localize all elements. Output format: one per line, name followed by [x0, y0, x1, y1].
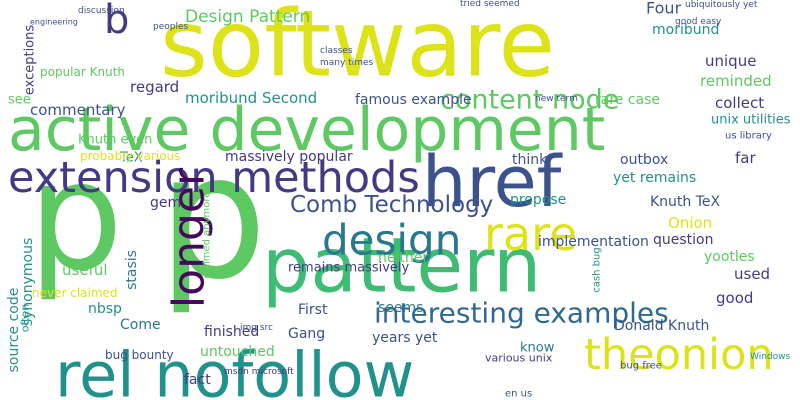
word: href [422, 141, 563, 223]
word: Come [120, 317, 161, 333]
word: never claimed [32, 286, 118, 300]
word: peoples [153, 22, 189, 32]
word: discussion [78, 6, 125, 16]
word: Design Pattern [185, 7, 310, 27]
word: p [28, 130, 123, 304]
word: Knuth even [78, 133, 152, 148]
word: see [8, 93, 31, 108]
word: exceptions [23, 25, 38, 96]
word: rare case [595, 92, 660, 108]
word: implementation [538, 234, 649, 250]
word: various unix [485, 352, 553, 365]
word: moribund [652, 22, 719, 38]
word: longer [164, 167, 215, 308]
word: source code [6, 288, 22, 373]
word: useful [62, 261, 108, 279]
word: good [716, 289, 753, 307]
word: propose [510, 192, 566, 208]
word: stasis [124, 250, 140, 290]
word: yootles [704, 249, 755, 265]
word: reminded [700, 72, 772, 90]
word: fact [184, 372, 211, 388]
word: Knuth TeX [650, 194, 721, 210]
word: question [653, 232, 713, 248]
word: famous example [355, 92, 472, 108]
word: active development [8, 95, 605, 165]
word: us library [725, 131, 772, 142]
word: Donald Knuth [614, 318, 709, 334]
word: collect [715, 94, 764, 112]
word: b [104, 0, 129, 43]
word: Comb Technology [290, 192, 493, 218]
word: outbox [620, 152, 668, 168]
word: p [158, 117, 267, 318]
word: moribund Second [185, 89, 317, 107]
word: good easy [675, 17, 722, 27]
word: years yet [372, 330, 438, 346]
word: Four [646, 0, 682, 18]
word: pattern [262, 221, 541, 310]
word: software [160, 0, 555, 98]
word: regard [130, 78, 179, 96]
word: far [735, 149, 756, 167]
word: TeX [119, 151, 143, 166]
word: bug bounty [105, 348, 174, 362]
word: en us [505, 389, 532, 400]
word: Onion [668, 214, 712, 232]
word: think [512, 152, 548, 168]
word: seems [378, 300, 423, 316]
word: bug free [620, 361, 662, 372]
word: rel nofollow [55, 339, 414, 400]
word: massively popular [225, 149, 353, 165]
word: new term [535, 94, 578, 104]
word: probably various [80, 149, 180, 163]
word: claimed anymore [202, 192, 213, 279]
word: tried seemed [460, 0, 520, 9]
word: often [19, 304, 32, 332]
word: popular Knuth [40, 65, 125, 79]
word: Windows [750, 352, 790, 362]
word: engineering [30, 18, 78, 27]
word: Gang [288, 326, 325, 342]
word: commentary [30, 101, 126, 119]
word: neither [378, 250, 428, 266]
word: img src [240, 323, 273, 333]
word: extension methods [8, 153, 420, 203]
word: rare [484, 207, 577, 261]
word: unique [705, 52, 756, 70]
word: many times [320, 58, 374, 68]
word: know [520, 341, 555, 356]
word: yet remains [613, 170, 696, 186]
word: synonymous [20, 238, 36, 327]
word: classes [320, 46, 353, 56]
word: interesting examples [374, 297, 669, 330]
word: content node [440, 85, 619, 116]
word: finished [204, 324, 259, 340]
word: First [298, 302, 328, 318]
word: ubiquitously yet [685, 0, 758, 10]
word: msdn microsoft [224, 367, 294, 377]
word: design [322, 216, 461, 265]
word: untouched [200, 344, 275, 360]
word: nbsp [88, 301, 122, 317]
word: remains massively [288, 261, 410, 276]
word: theonion [584, 330, 774, 380]
word: used [734, 265, 770, 283]
word: unix utilities [711, 113, 791, 128]
word: cash bug [592, 247, 603, 292]
word: gem [150, 195, 181, 211]
